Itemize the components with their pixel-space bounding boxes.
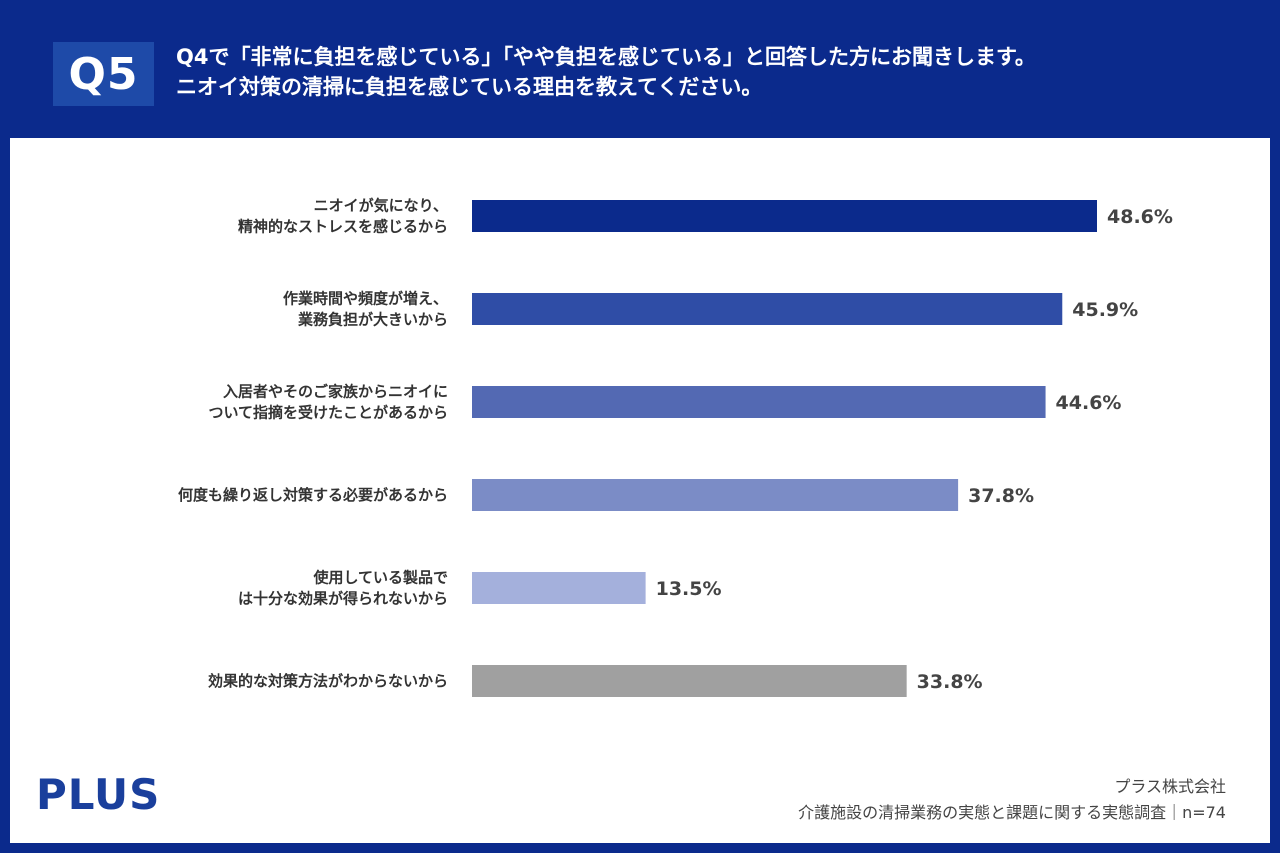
bar-4 [472, 479, 959, 511]
value-label-3: 44.6% [1056, 392, 1122, 414]
bar-5 [472, 572, 646, 604]
value-label-5: 13.5% [656, 578, 722, 600]
category-label-1-line-2: 精神的なストレスを感じるから [238, 218, 448, 236]
question-text: Q4で「非常に負担を感じている」「やや負担を感じている」と回答した方にお聞きしま… [176, 42, 1236, 102]
bar-2 [472, 293, 1063, 325]
category-label-2-line-2: 業務負担が大きいから [297, 311, 448, 329]
value-label-1: 48.6% [1107, 206, 1173, 228]
category-label-6-line-1: 効果的な対策方法がわからないから [208, 672, 448, 690]
bar-1 [472, 200, 1097, 232]
value-label-6: 33.8% [917, 671, 983, 693]
question-number-badge: Q5 [53, 42, 154, 106]
category-label-4-line-1: 何度も繰り返し対策する必要があるから [178, 486, 448, 504]
bar-6 [472, 665, 907, 697]
category-label-5-line-1: 使用している製品で [312, 569, 448, 587]
bar-chart: 48.6% ニオイが気になり、精神的なストレスを感じるから 45.9% 作業時間や頻度… [178, 197, 1173, 697]
footer-company: プラス株式会社 [1114, 777, 1226, 796]
category-label-3-line-1: 入居者やそのご家族からニオイに [223, 383, 448, 401]
category-label-5-line-2: は十分な効果が得られないから [238, 590, 448, 608]
value-label-2: 45.9% [1072, 299, 1138, 321]
plus-logo: PLUS [36, 770, 161, 819]
chart-panel: 48.6% ニオイが気になり、精神的なストレスを感じるから 45.9% 作業時間や頻度… [10, 138, 1270, 843]
footer: プラス株式会社 介護施設の清掃業務の実態と課題に関する実態調査｜n=74 [798, 774, 1226, 826]
category-label-3-line-2: ついて指摘を受けたことがあるから [208, 404, 448, 422]
bar-3 [472, 386, 1046, 418]
category-label-2-line-1: 作業時間や頻度が増え、 [283, 290, 448, 308]
footer-survey: 介護施設の清掃業務の実態と課題に関する実態調査｜n=74 [798, 803, 1226, 822]
question-line-2: ニオイ対策の清掃に負担を感じている理由を教えてください。 [176, 75, 763, 99]
category-label-1-line-1: ニオイが気になり、 [314, 197, 448, 215]
value-label-4: 37.8% [968, 485, 1034, 507]
header: Q5 Q4で「非常に負担を感じている」「やや負担を感じている」と回答した方にお聞… [0, 0, 1280, 138]
question-line-1: Q4で「非常に負担を感じている」「やや負担を感じている」と回答した方にお聞きしま… [176, 45, 1036, 69]
